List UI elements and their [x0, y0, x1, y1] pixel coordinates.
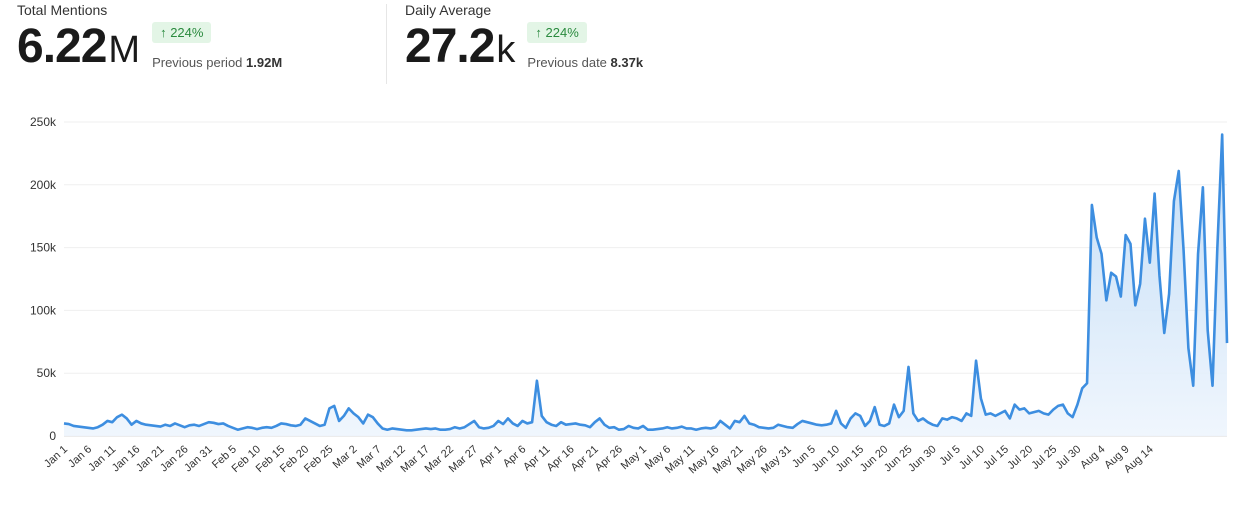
x-tick-label: Mar 2	[331, 443, 360, 471]
y-tick-label: 150k	[30, 241, 57, 255]
previous-label: Previous date	[527, 55, 607, 70]
x-tick-label: Aug 4	[1078, 443, 1107, 471]
previous-label: Previous period	[152, 55, 243, 70]
previous-value: 8.37k	[610, 55, 644, 70]
x-tick-label: Jun 30	[906, 443, 939, 474]
change-badge: ↑ 224%	[152, 22, 212, 43]
change-value: 224%	[170, 25, 204, 40]
previous-value: 1.92M	[246, 55, 283, 70]
series-area	[64, 134, 1227, 436]
change-badge: ↑ 224%	[527, 22, 587, 43]
series-line	[63, 133, 1229, 432]
x-tick-label: Jul 15	[981, 443, 1011, 472]
arrow-up-icon: ↑	[160, 25, 167, 40]
stat-label: Total Mentions	[17, 2, 108, 18]
stat-divider	[386, 4, 387, 84]
x-tick-label: Jan 31	[182, 443, 215, 474]
x-tick-label: Jan 1	[42, 443, 70, 470]
arrow-up-icon: ↑	[535, 25, 542, 40]
x-tick-label: May 1	[619, 443, 649, 472]
y-tick-label: 100k	[30, 303, 57, 317]
stat-total-mentions: Total Mentions 6.22 M ↑ 224% Previous pe…	[17, 0, 282, 72]
stat-label: Daily Average	[405, 2, 492, 18]
x-tick-label: Jul 10	[957, 443, 987, 472]
x-tick-label: Jul 30	[1054, 443, 1084, 472]
x-tick-label: Apr 26	[593, 443, 625, 474]
previous-date: Previous date 8.37k	[527, 55, 643, 70]
x-tick-label: Jul 25	[1029, 443, 1059, 472]
x-tick-label: Apr 1	[477, 443, 505, 470]
previous-period: Previous period 1.92M	[152, 55, 282, 70]
y-tick-label: 0	[49, 429, 56, 443]
y-tick-label: 200k	[30, 178, 57, 192]
stat-unit: M	[108, 29, 141, 71]
y-tick-label: 250k	[30, 115, 57, 129]
y-tick-label: 50k	[37, 366, 57, 380]
change-value: 224%	[545, 25, 579, 40]
stat-value: 6.22	[17, 20, 107, 73]
stat-value: 27.2	[405, 20, 495, 73]
stat-daily-average: Daily Average 27.2 k ↑ 224% Previous dat…	[405, 0, 643, 72]
x-tick-label: Jul 20	[1005, 443, 1035, 472]
stat-unit: k	[496, 29, 516, 71]
